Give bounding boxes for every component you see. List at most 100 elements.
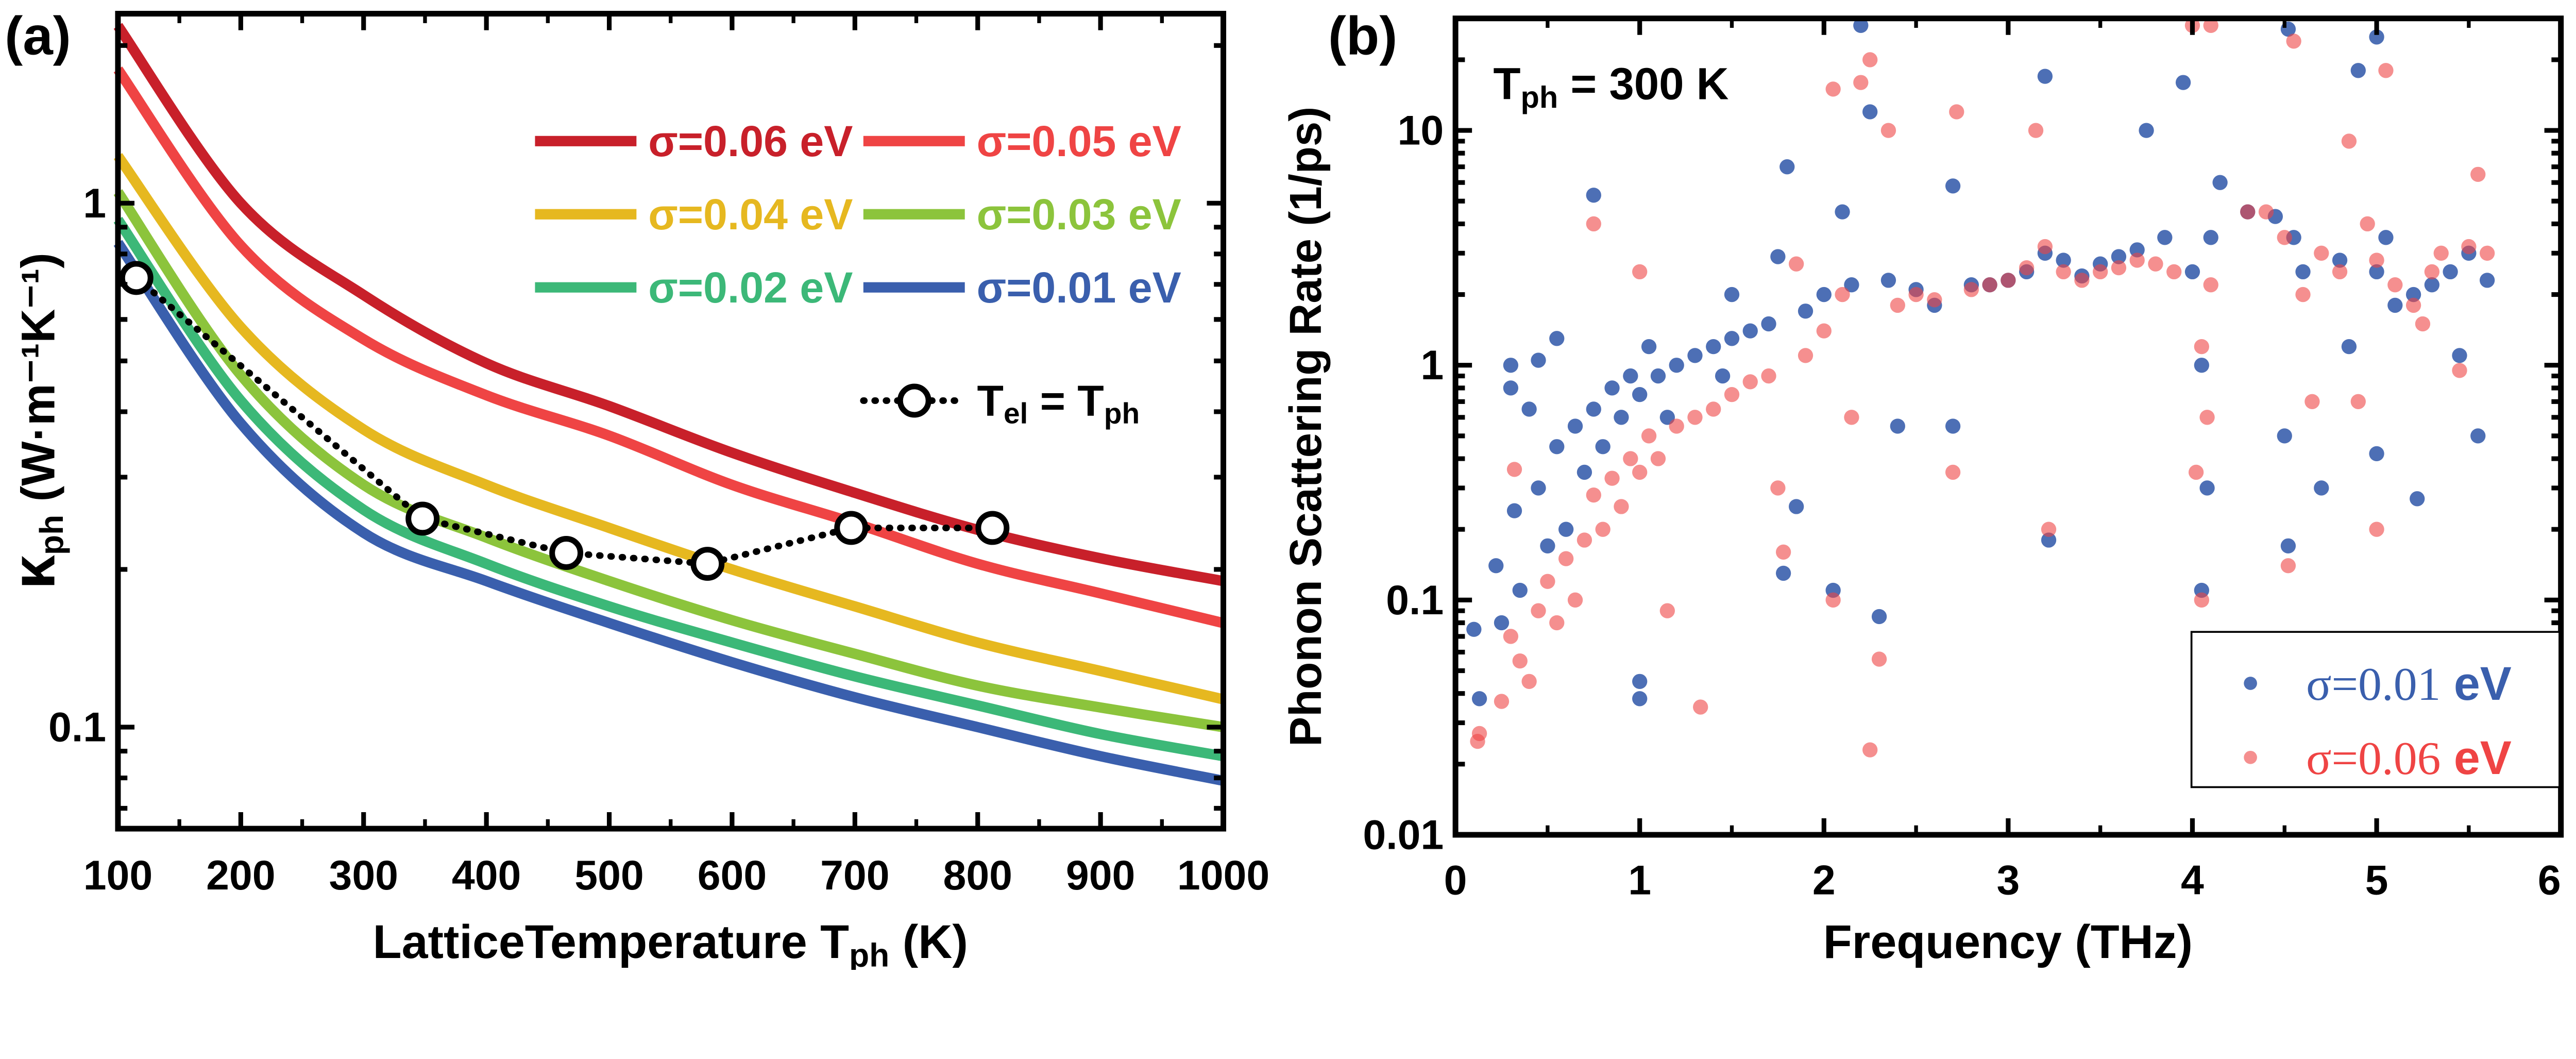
point-sigma-0.01 <box>2295 264 2311 280</box>
annotation-main: T <box>1493 59 1520 109</box>
point-sigma-0.06 <box>1567 592 1583 608</box>
point-sigma-0.06 <box>2129 253 2145 268</box>
point-sigma-0.06 <box>2341 133 2357 149</box>
point-sigma-0.01 <box>1540 538 1555 553</box>
point-sigma-0.01 <box>2056 253 2071 268</box>
legend-marker-icon <box>897 383 931 418</box>
legend-b: σ=0.01 eV σ=0.06 eV <box>2244 658 2512 784</box>
point-sigma-0.06 <box>1659 603 1675 618</box>
point-sigma-0.01 <box>2280 538 2296 553</box>
point-sigma-0.01 <box>1775 565 1791 581</box>
point-sigma-0.01 <box>2350 63 2366 78</box>
point-sigma-0.06 <box>2424 264 2440 280</box>
point-sigma-0.01 <box>1506 503 1522 518</box>
x-tick-label: 100 <box>83 852 152 899</box>
point-sigma-0.06 <box>2479 245 2495 261</box>
point-sigma-0.01 <box>1614 410 1629 425</box>
point-sigma-0.06 <box>2286 33 2301 49</box>
point-sigma-0.01 <box>1623 368 1638 384</box>
x-tick-label: 600 <box>698 852 767 899</box>
point-sigma-0.01 <box>1871 609 1887 625</box>
point-sigma-0.01 <box>2175 75 2191 90</box>
y-axis-title-a: κph (W·m⁻¹K⁻¹) <box>0 253 70 589</box>
point-sigma-0.06 <box>2369 522 2384 537</box>
point-sigma-0.06 <box>2028 123 2044 138</box>
point-sigma-0.06 <box>2387 277 2403 293</box>
point-sigma-0.01 <box>2277 428 2292 444</box>
point-sigma-0.06 <box>1494 694 1510 709</box>
point-sigma-0.01 <box>2139 123 2154 138</box>
point-sigma-0.06 <box>1862 52 1878 68</box>
y-axis-title-a-main: κ <box>0 554 67 589</box>
point-sigma-0.01 <box>2194 358 2210 373</box>
point-sigma-0.06 <box>1770 480 1786 496</box>
y-tick-label: 1 <box>83 180 106 227</box>
point-sigma-0.06 <box>2037 239 2053 255</box>
marker-point <box>975 511 1010 545</box>
point-sigma-0.01 <box>1798 304 1814 319</box>
point-sigma-0.01 <box>1586 401 1601 417</box>
legend-label: σ=0.05 eV <box>977 117 1181 165</box>
point-sigma-0.06 <box>1963 282 1979 297</box>
point-sigma-0.01 <box>1853 18 1869 33</box>
point-sigma-0.01 <box>2479 273 2495 288</box>
point-sigma-0.01 <box>1466 621 1482 637</box>
point-sigma-0.06 <box>1880 123 1896 138</box>
annotation-sub: ph <box>1520 80 1558 114</box>
point-sigma-0.01 <box>1816 287 1832 302</box>
panel-label-a: (a) <box>5 6 71 66</box>
point-sigma-0.06 <box>2369 253 2384 268</box>
point-sigma-0.01 <box>1880 273 1896 288</box>
x-tick-label: 3 <box>1996 857 2020 903</box>
legend-label: σ=0.04 eV <box>648 190 853 239</box>
point-sigma-0.06 <box>1853 75 1869 90</box>
point-sigma-0.01 <box>1641 339 1657 355</box>
point-sigma-0.01 <box>2470 428 2486 444</box>
curve-sigma-1 <box>113 66 1225 628</box>
x-axis-title-a-unit: (K) <box>889 916 968 968</box>
point-sigma-0.01 <box>1488 558 1504 574</box>
point-sigma-0.01 <box>2410 491 2425 507</box>
curve-sigma-4 <box>113 216 1225 762</box>
marker-point <box>549 536 584 570</box>
point-sigma-0.01 <box>2212 175 2228 190</box>
point-sigma-0.06 <box>1788 256 1804 272</box>
marker-point <box>834 511 869 545</box>
point-sigma-0.06 <box>1521 674 1537 689</box>
point-sigma-0.06 <box>2148 256 2163 272</box>
ticks-a: 100 200 300 400 500 600 700 800 900 1000 0.1 1 <box>48 13 1269 899</box>
scatter-points <box>1466 18 2495 758</box>
point-sigma-0.01 <box>1862 104 1878 120</box>
point-sigma-0.01 <box>1604 380 1620 396</box>
x-tick-label: 4 <box>2181 857 2204 903</box>
point-sigma-0.01 <box>1890 418 1905 434</box>
point-sigma-0.06 <box>1825 81 1841 97</box>
y-tick-label: 10 <box>1398 108 1444 154</box>
legend-a: σ=0.06 eV σ=0.05 eV σ=0.04 eV σ=0.03 eV σ=0.… <box>535 117 1181 430</box>
point-sigma-0.01 <box>1595 439 1611 455</box>
point-sigma-0.01 <box>1503 380 1519 396</box>
legend-label: σ=0.03 eV <box>977 190 1181 239</box>
legend-label: σ=0.06 eV <box>2306 732 2512 784</box>
point-sigma-0.01 <box>1706 339 1721 355</box>
y-tick-label: 0.1 <box>48 704 106 750</box>
legend-label: σ=0.02 eV <box>648 263 853 312</box>
point-sigma-0.01 <box>2129 242 2145 258</box>
point-sigma-0.06 <box>1949 104 1964 120</box>
point-sigma-0.01 <box>1521 401 1537 417</box>
point-sigma-0.06 <box>1512 653 1528 669</box>
legend-label: σ=0.01 eV <box>977 263 1181 312</box>
point-sigma-0.01 <box>1770 249 1786 264</box>
point-sigma-0.01 <box>2203 230 2218 245</box>
point-sigma-0.01 <box>1945 418 1961 434</box>
point-sigma-0.01 <box>2369 264 2384 280</box>
point-sigma-0.06 <box>1614 499 1629 514</box>
point-sigma-0.06 <box>1945 464 1961 480</box>
point-sigma-0.06 <box>2314 245 2329 261</box>
point-sigma-0.01 <box>1577 464 1592 480</box>
point-sigma-0.06 <box>2405 297 2421 313</box>
panel-label-b: (b) <box>1328 6 1397 66</box>
marker-point <box>405 501 440 536</box>
point-sigma-0.06 <box>1687 410 1703 425</box>
point-sigma-0.06 <box>2332 264 2348 280</box>
